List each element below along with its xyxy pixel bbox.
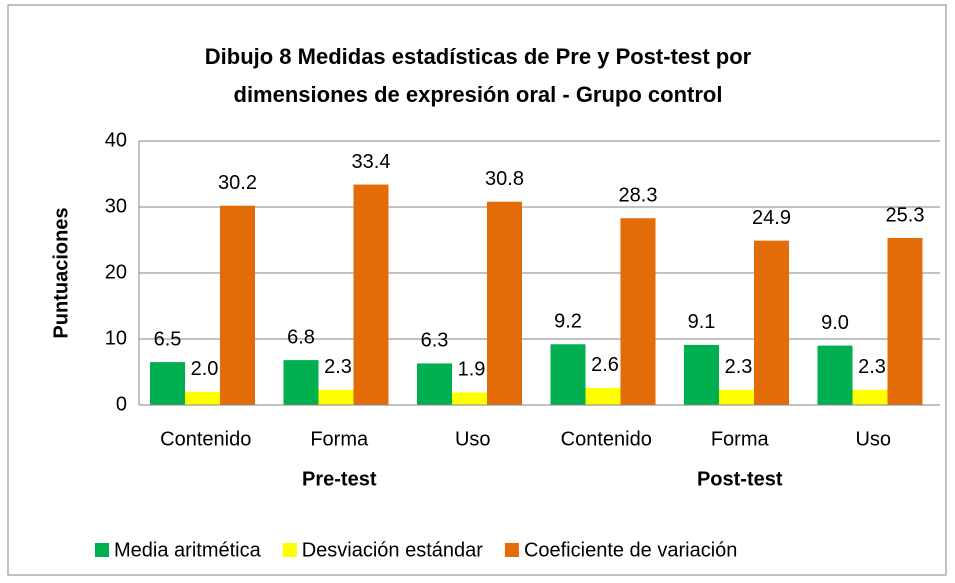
- value-label: 2.3: [858, 356, 886, 378]
- chart-title: dimensiones de expresión oral - Grupo co…: [234, 82, 723, 107]
- chart-border: [7, 4, 947, 576]
- bar: [852, 389, 888, 405]
- value-label: 28.3: [619, 185, 658, 207]
- y-tick-label: 20: [105, 261, 127, 283]
- bar: [220, 205, 255, 405]
- legend-swatch: [282, 543, 297, 557]
- y-tick-label: 10: [105, 327, 127, 349]
- bar: [487, 201, 522, 405]
- value-label: 30.8: [485, 168, 524, 190]
- value-label: 25.3: [886, 204, 925, 226]
- x-tick-label: Uso: [455, 428, 491, 450]
- bar: [185, 391, 220, 405]
- x-tick-label: Forma: [711, 428, 770, 450]
- value-label: 6.8: [287, 326, 315, 348]
- y-tick-label: 40: [105, 129, 127, 151]
- value-label: 30.2: [218, 172, 257, 194]
- bar: [550, 344, 586, 405]
- bar: [417, 363, 452, 405]
- x-tick-label: Contenido: [160, 428, 251, 450]
- y-axis-title: Puntuaciones: [50, 207, 72, 338]
- legend-label: Desviación estándar: [302, 539, 484, 561]
- value-label: 33.4: [352, 151, 391, 173]
- value-label: 2.0: [191, 358, 219, 380]
- value-label: 2.3: [324, 356, 352, 378]
- bar: [150, 362, 185, 405]
- bar: [452, 392, 487, 405]
- category-group-label: Post-test: [697, 468, 783, 490]
- value-label: 6.5: [154, 328, 182, 350]
- bar: [353, 184, 389, 405]
- bar: [817, 345, 853, 405]
- value-label: 2.3: [725, 356, 753, 378]
- value-label: 6.3: [421, 330, 449, 352]
- bar: [620, 218, 656, 405]
- value-label: 24.9: [752, 207, 791, 229]
- legend-label: Media aritmética: [114, 539, 262, 561]
- value-label: 2.6: [591, 354, 619, 376]
- bar: [318, 389, 354, 405]
- x-tick-label: Contenido: [561, 428, 652, 450]
- x-tick-label: Uso: [855, 428, 891, 450]
- bar: [754, 240, 789, 405]
- value-label: 1.9: [458, 359, 486, 381]
- bar: [887, 238, 923, 405]
- legend-swatch: [95, 543, 109, 557]
- value-label: 9.1: [688, 311, 716, 333]
- bar: [585, 387, 621, 405]
- y-tick-label: 30: [105, 195, 127, 217]
- chart-title: Dibujo 8 Medidas estadísticas de Pre y P…: [205, 44, 752, 69]
- bar: [684, 344, 719, 405]
- bar: [283, 360, 319, 405]
- value-label: 9.0: [821, 312, 849, 334]
- bar: [719, 389, 754, 405]
- category-group-label: Pre-test: [302, 468, 377, 490]
- legend-swatch: [504, 543, 519, 557]
- x-tick-label: Forma: [310, 428, 369, 450]
- value-label: 9.2: [554, 311, 582, 333]
- y-tick-label: 0: [116, 393, 127, 415]
- legend-label: Coeficiente de variación: [524, 539, 737, 561]
